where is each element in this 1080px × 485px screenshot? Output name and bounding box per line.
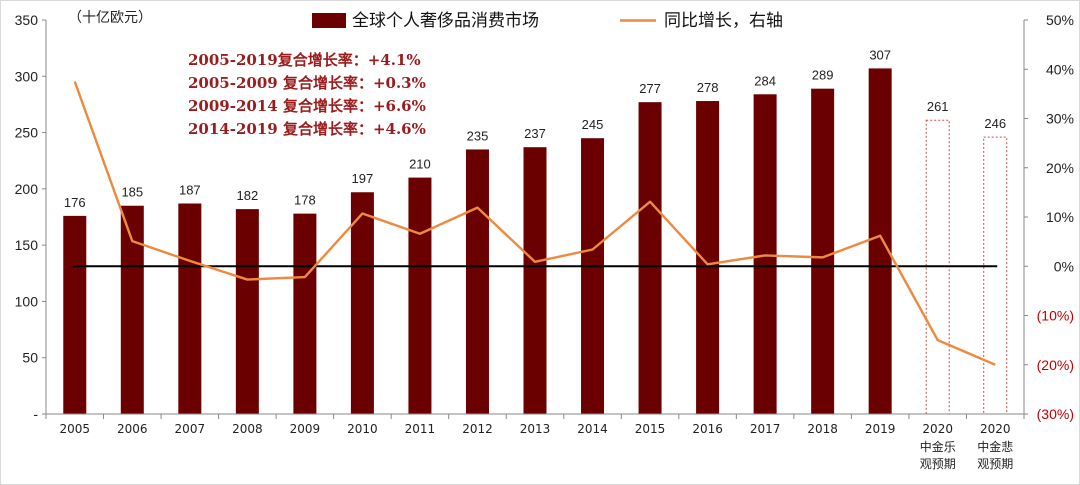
legend: 全球个人奢侈品消费市场 同比增长，右轴 bbox=[312, 11, 783, 31]
bar bbox=[120, 205, 144, 414]
bar bbox=[581, 138, 605, 414]
unit-label: （十亿欧元） bbox=[68, 10, 152, 26]
bar-value-label: 210 bbox=[409, 157, 431, 172]
x-tick-sublabel: 观预期 bbox=[920, 457, 956, 471]
bar-value-label: 178 bbox=[294, 193, 316, 208]
legend-bar-label: 全球个人奢侈品消费市场 bbox=[352, 11, 539, 31]
left-tick-label: 250 bbox=[15, 125, 39, 141]
bar bbox=[638, 102, 662, 415]
bar bbox=[868, 68, 892, 415]
bar bbox=[63, 215, 87, 414]
x-tick-label: 2011 bbox=[405, 422, 436, 436]
bar bbox=[178, 203, 202, 414]
bar bbox=[753, 94, 777, 414]
bar bbox=[465, 149, 489, 414]
left-tick-label: 300 bbox=[15, 68, 39, 84]
right-tick-label: (10%) bbox=[1037, 308, 1074, 324]
x-tick-label: 2014 bbox=[577, 422, 608, 436]
forecast-bar bbox=[983, 136, 1008, 415]
bar-series bbox=[63, 68, 1008, 415]
annotation-cagr-2009-2014: 2009-2014 复合增长率：+6.6% bbox=[188, 97, 426, 115]
annotation-cagr-2014-2019: 2014-2019 复合增长率：+4.6% bbox=[188, 120, 426, 138]
annotation-cagr-2005-2019: 2005-2019复合增长率：+4.1% bbox=[188, 51, 421, 69]
x-tick-label: 2015 bbox=[635, 422, 666, 436]
bar-value-label: 185 bbox=[121, 185, 143, 200]
right-tick-label: (30%) bbox=[1037, 406, 1074, 422]
left-tick-label: 150 bbox=[15, 237, 39, 253]
x-tick-label: 2008 bbox=[232, 422, 263, 436]
right-tick-label: 40% bbox=[1046, 61, 1074, 77]
cagr-annotations: 2005-2019复合增长率：+4.1% 2005-2009 复合增长率：+0.… bbox=[188, 51, 426, 138]
legend-bar-swatch bbox=[312, 13, 346, 28]
bar-value-label: 246 bbox=[984, 116, 1006, 131]
x-tick-label: 2019 bbox=[865, 422, 896, 436]
bar bbox=[523, 147, 547, 414]
right-tick-label: 30% bbox=[1046, 111, 1074, 127]
x-tick-label: 2017 bbox=[750, 422, 781, 436]
bar-value-label: 197 bbox=[352, 171, 374, 186]
x-tick-label: 2018 bbox=[807, 422, 838, 436]
right-tick-label: 50% bbox=[1046, 12, 1074, 28]
bar-value-label: 245 bbox=[582, 117, 604, 132]
right-tick-label: (20%) bbox=[1037, 357, 1074, 373]
bar-value-label: 237 bbox=[524, 126, 546, 141]
bar-value-label: 187 bbox=[179, 182, 201, 197]
left-tick-label: 50 bbox=[22, 350, 38, 366]
bar-value-label: 261 bbox=[927, 99, 949, 114]
bar-value-label: 289 bbox=[812, 68, 834, 83]
axes: - 50 100 150 200 250 300 350 (30%) (20%) (10%) 0% 10… bbox=[15, 12, 1074, 471]
x-tick-label: 2016 bbox=[692, 422, 723, 436]
x-tick-label: 2006 bbox=[117, 422, 148, 436]
right-tick-label: 10% bbox=[1046, 209, 1074, 225]
right-tick-label: 20% bbox=[1046, 160, 1074, 176]
bar bbox=[350, 192, 374, 414]
bar bbox=[811, 88, 835, 414]
x-tick-label: 2013 bbox=[520, 422, 551, 436]
bar-value-label: 278 bbox=[697, 80, 719, 95]
legend-line-label: 同比增长，右轴 bbox=[664, 11, 783, 31]
left-tick-label: 100 bbox=[15, 293, 39, 309]
bar-value-label: 277 bbox=[639, 81, 661, 96]
bar bbox=[293, 213, 317, 414]
bar-value-label: 307 bbox=[869, 47, 891, 62]
x-tick-label: 2010 bbox=[347, 422, 378, 436]
x-tick-label: 2007 bbox=[175, 422, 206, 436]
x-tick-label: 2005 bbox=[59, 422, 90, 436]
bar-value-label: 284 bbox=[754, 73, 776, 88]
x-tick-label: 2009 bbox=[290, 422, 321, 436]
data-labels: 176 185 187 182 178 197 210 235 237 245 277 278 284 2… bbox=[64, 47, 1006, 209]
bar bbox=[696, 101, 720, 415]
right-tick-label: 0% bbox=[1054, 258, 1074, 274]
left-tick-label: - bbox=[33, 406, 38, 422]
annotation-cagr-2005-2009: 2005-2009 复合增长率：+0.3% bbox=[188, 74, 426, 92]
growth-line-series bbox=[73, 81, 996, 366]
bar-value-label: 176 bbox=[64, 195, 86, 210]
left-tick-label: 350 bbox=[15, 12, 39, 28]
x-tick-sublabel: 中金悲 bbox=[977, 439, 1013, 454]
x-tick-sublabel: 中金乐 bbox=[920, 439, 956, 454]
bar bbox=[408, 177, 432, 414]
left-tick-label: 200 bbox=[15, 181, 39, 197]
bar-value-label: 182 bbox=[237, 188, 259, 203]
x-tick-label: 2012 bbox=[462, 422, 493, 436]
x-tick-label: 2020 bbox=[922, 422, 953, 436]
x-tick-sublabel: 观预期 bbox=[977, 457, 1013, 471]
x-tick-label: 2020 bbox=[980, 422, 1011, 436]
bar bbox=[235, 209, 259, 414]
bar-value-label: 235 bbox=[467, 128, 489, 143]
